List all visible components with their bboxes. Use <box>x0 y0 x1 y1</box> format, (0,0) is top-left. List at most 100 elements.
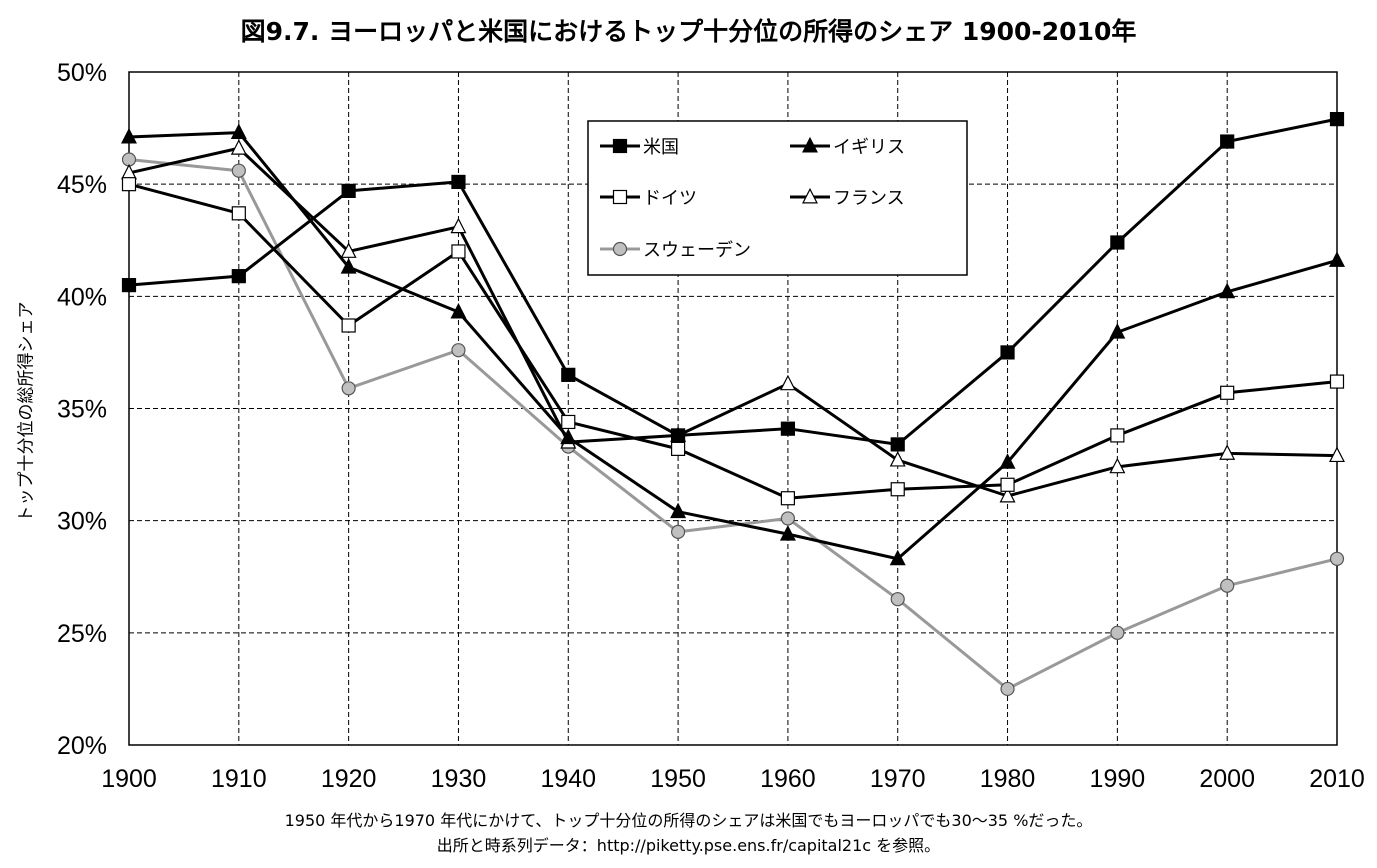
data-point <box>1110 625 1125 640</box>
data-point <box>1219 444 1236 460</box>
legend-label: イギリス <box>833 137 905 158</box>
x-tick-labels: 1900 1910 1920 1930 1940 1950 1960 1970 1980 1990… <box>101 765 1365 793</box>
data-point <box>121 177 137 192</box>
data-point <box>1329 374 1345 389</box>
x-tick-label: 1970 <box>870 765 926 793</box>
data-point <box>1110 235 1125 250</box>
y-tick-label: 25% <box>57 620 107 648</box>
data-point <box>560 428 577 445</box>
legend-label: ドイツ <box>643 188 697 209</box>
x-tick-label: 1950 <box>650 765 706 793</box>
series-lines <box>121 112 1345 697</box>
data-point <box>1109 457 1126 474</box>
data-point <box>1329 251 1345 267</box>
series-line <box>128 146 1338 498</box>
x-tick-label: 2000 <box>1199 765 1255 793</box>
y-tick-label: 30% <box>57 508 107 536</box>
data-point <box>450 217 467 234</box>
x-tick-label: 1910 <box>211 765 267 793</box>
series-line <box>128 117 1338 446</box>
data-point <box>340 258 357 274</box>
data-point <box>1000 477 1015 492</box>
series-イギリス <box>121 123 1345 566</box>
x-tick-label: 2010 <box>1309 765 1365 793</box>
data-point <box>231 269 246 284</box>
data-point <box>1220 134 1235 149</box>
data-point <box>121 278 137 293</box>
data-point <box>451 343 466 358</box>
data-point <box>889 450 906 467</box>
data-point <box>780 421 796 436</box>
x-tick-label: 1920 <box>321 765 377 793</box>
y-tick-label: 50% <box>57 59 107 87</box>
y-tick-label: 35% <box>57 396 107 424</box>
legend-marker <box>612 138 628 154</box>
x-tick-label: 1900 <box>101 765 157 793</box>
legend-label: フランス <box>833 188 905 209</box>
legend-item: フランス <box>790 187 905 209</box>
data-point <box>561 414 576 430</box>
footnote-line-1: 1950 年代から1970 年代にかけて、トップ十分位の所得のシェアは米国でもヨ… <box>284 811 1093 830</box>
x-tick-label: 1990 <box>1090 765 1146 793</box>
legend-marker <box>802 136 818 153</box>
data-point <box>889 549 906 566</box>
data-point <box>231 163 246 178</box>
y-tick-label: 20% <box>57 732 107 760</box>
series-スウェーデン <box>121 152 1345 697</box>
data-point <box>451 174 466 190</box>
data-point <box>780 491 796 506</box>
legend-marker <box>612 241 628 257</box>
series-ドイツ <box>121 177 1345 506</box>
series-米国 <box>121 112 1345 452</box>
data-point <box>121 127 137 144</box>
data-point <box>340 242 357 258</box>
data-point <box>999 453 1016 469</box>
data-point <box>670 428 686 443</box>
legend-marker <box>612 189 628 205</box>
x-tick-label: 1940 <box>540 765 596 793</box>
legend-item: ドイツ <box>600 188 697 209</box>
x-tick-label: 1930 <box>431 765 487 793</box>
data-point <box>230 123 247 140</box>
data-point <box>341 183 356 198</box>
data-point <box>890 592 905 607</box>
data-point <box>230 139 247 155</box>
chart-title: 図9.7. ヨーロッパと米国におけるトップ十分位の所得のシェア 1900-201… <box>240 17 1137 46</box>
x-tick-label: 1980 <box>980 765 1036 793</box>
data-point <box>231 206 246 221</box>
data-point <box>1329 112 1345 127</box>
legend-label: スウェーデン <box>643 240 751 261</box>
data-point <box>890 482 905 497</box>
plot-area-frame <box>128 71 1338 746</box>
data-point <box>670 441 686 456</box>
y-tick-labels: 20% 25% 30% 35% 40% 45% 50% <box>57 59 107 760</box>
legend-box <box>587 120 968 276</box>
x-tick-label: 1960 <box>760 765 816 793</box>
data-point <box>999 486 1016 503</box>
data-point <box>780 511 796 526</box>
data-point <box>561 367 576 382</box>
series-line <box>128 131 1338 561</box>
data-point <box>670 524 686 539</box>
data-point <box>1109 323 1126 339</box>
legend-item: スウェーデン <box>600 240 751 261</box>
data-point <box>1000 681 1015 697</box>
legend-item: イギリス <box>790 136 905 158</box>
data-point <box>1220 578 1235 593</box>
series-line <box>128 157 1338 691</box>
data-point <box>341 318 356 333</box>
series-line <box>128 182 1338 500</box>
data-point <box>1000 345 1015 360</box>
y-tick-label: 40% <box>57 283 107 311</box>
data-point <box>1110 428 1125 443</box>
legend-marker <box>802 187 818 204</box>
series-フランス <box>121 139 1345 503</box>
footnote-line-2: 出所と時系列データ：http://piketty.pse.ens.fr/capi… <box>436 836 941 855</box>
data-point <box>890 437 905 452</box>
data-point <box>670 502 687 519</box>
data-point <box>1329 551 1345 566</box>
data-point <box>1220 385 1235 400</box>
legend-label: 米国 <box>643 137 679 158</box>
